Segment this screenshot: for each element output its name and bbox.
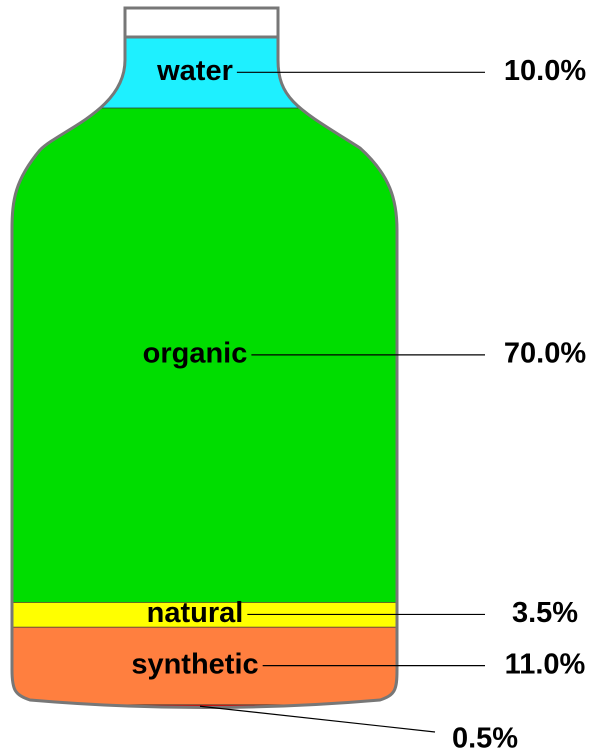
value-label: 11.0% bbox=[505, 648, 586, 680]
leader-line bbox=[199, 705, 436, 733]
category-label: natural bbox=[147, 597, 244, 629]
category-label: organic bbox=[143, 337, 248, 369]
value-label: 70.0% bbox=[504, 337, 586, 369]
value-label: 0.5% bbox=[452, 723, 518, 754]
category-label: synthetic bbox=[131, 648, 258, 680]
value-label: 10.0% bbox=[504, 55, 586, 87]
value-label: 3.5% bbox=[512, 597, 578, 629]
category-label: water bbox=[156, 55, 233, 87]
segment bbox=[12, 704, 397, 708]
bottle-cap bbox=[123, 6, 280, 39]
bottle-outline bbox=[10, 37, 399, 709]
labels: 0.5% synthetic 11.0% natural 3.5% organic 70.0… bbox=[131, 55, 586, 754]
